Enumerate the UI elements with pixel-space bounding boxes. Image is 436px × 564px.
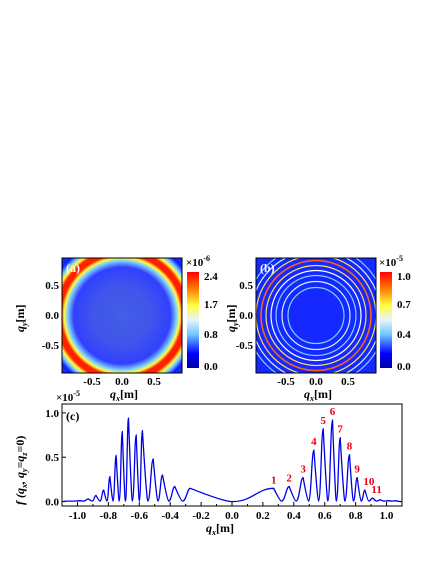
- panel-a-colorbar-tick: 0.8: [204, 329, 218, 341]
- panel-b-colorbar-tick: 0.0: [397, 361, 411, 373]
- panel-a-ytick: 0.0: [45, 310, 59, 322]
- panel-c-peak-label: 2: [286, 472, 292, 484]
- panel-b-colorbar-exponent: ×10-5: [379, 254, 403, 269]
- panel-c-label: (c): [66, 409, 79, 423]
- panel-b-ring: [270, 269, 362, 362]
- panel-c-peak-label: 3: [300, 464, 306, 476]
- panel-c-ytick: 1.0: [45, 408, 59, 420]
- panel-b-ylabel: qy[m]: [224, 304, 240, 332]
- panel-b-colorbar-tick: 0.4: [397, 329, 411, 341]
- panel-a-xtick: 0.0: [115, 376, 129, 388]
- panel-c-peak-label: 5: [320, 415, 326, 427]
- panel-b-rings: [256, 258, 376, 373]
- panel-b-xticks: -0.5 0.0 0.5: [277, 376, 355, 388]
- panel-c: -1.0 -0.8 -0.6 -0.4 -0.2 0.0 0.2 0.4 0.6 0.8 1.0 0.…: [13, 389, 403, 537]
- panel-c-peak-label: 1: [271, 474, 277, 486]
- panel-c-xtick: 0.4: [287, 510, 301, 522]
- panel-a-ylabel: qy[m]: [13, 304, 29, 332]
- panel-c-ytick: 0.5: [45, 452, 59, 464]
- panel-c-xtick: 0.2: [256, 510, 270, 522]
- panel-a-yticks: 0.5 0.0 -0.5: [42, 280, 60, 352]
- panel-c-xtick: 1.0: [380, 510, 394, 522]
- panel-a-xtick: 0.5: [147, 376, 161, 388]
- panel-a-xticks: -0.5 0.0 0.5: [83, 376, 161, 388]
- panel-b-ytick: -0.5: [236, 340, 254, 352]
- panel-a-ytick: 0.5: [45, 280, 59, 292]
- panel-c-peak-label: 10: [363, 476, 375, 488]
- panel-b-xtick: 0.5: [341, 376, 355, 388]
- panel-c-ticks: -1.0 -0.8 -0.6 -0.4 -0.2 0.0 0.2 0.4 0.6 0.8 1.0 0.…: [45, 408, 394, 522]
- panel-a-core: [96, 289, 148, 342]
- panel-c-peak-label: 4: [311, 436, 317, 448]
- panel-c-peak-label: 9: [354, 464, 360, 476]
- panel-b-label: (b): [260, 261, 275, 275]
- panel-a-xlabel: qx[m]: [110, 387, 138, 403]
- panel-a-colorbar-tick: 0.0: [204, 361, 218, 373]
- panel-b-yticks: 0.5 0.0 -0.5: [236, 280, 254, 352]
- panel-c-peak-label: 6: [330, 406, 336, 418]
- panel-c-frame: [61, 403, 403, 507]
- panel-a: (a) -0.5 0.0 0.5 qx[m] 0.5 0.0 -0.5 qy[m…: [13, 254, 218, 403]
- panel-a-colorbar-exponent: ×10-6: [186, 254, 210, 269]
- panel-c-xtick: -1.0: [69, 510, 87, 522]
- panel-c-peak-label: 8: [347, 441, 353, 453]
- panel-c-y-exponent: ×10-5: [56, 389, 80, 404]
- panel-a-colorbar-tick: 1.7: [204, 299, 218, 311]
- panel-a-ytick: -0.5: [42, 340, 60, 352]
- panel-c-xtick: -0.4: [161, 510, 179, 522]
- panel-b-xtick: -0.5: [277, 376, 295, 388]
- panel-a-colorbar-tick: 2.4: [204, 271, 218, 283]
- panel-b-colorbar: [380, 272, 392, 368]
- panel-b-ytick: 0.5: [239, 280, 253, 292]
- panel-b-ring: [281, 280, 351, 351]
- panel-b-ring: [287, 286, 345, 345]
- panel-c-ytick: 0.0: [45, 497, 59, 509]
- panel-b-ytick: 0.0: [239, 310, 253, 322]
- panel-c-ylabel: f (qx, qy=qz=0): [13, 436, 29, 505]
- panel-b-xtick: 0.0: [309, 376, 323, 388]
- panel-c-xtick: -0.8: [100, 510, 118, 522]
- panel-c-xtick: 0.0: [225, 510, 239, 522]
- panel-a-colorbar: [187, 272, 199, 368]
- panel-b-ring: [275, 274, 357, 357]
- panel-c-series-line: [61, 417, 403, 503]
- panel-b-ring: [265, 264, 367, 367]
- panel-c-xtick: -0.2: [192, 510, 210, 522]
- panel-c-xtick: 0.6: [318, 510, 332, 522]
- panel-a-xtick: -0.5: [83, 376, 101, 388]
- panel-c-xtick: -0.6: [131, 510, 149, 522]
- panel-b-colorbar-tick: 0.7: [397, 299, 411, 311]
- panel-c-peak-label: 11: [371, 484, 381, 496]
- panel-b-ring: [260, 259, 372, 372]
- panel-c-xlabel: qx[m]: [206, 521, 234, 537]
- panel-b-xlabel: qx[m]: [304, 387, 332, 403]
- panel-c-xtick: 0.8: [349, 510, 363, 522]
- panel-a-label: (a): [66, 261, 80, 275]
- panel-b: (b) -0.5 0.0 0.5 qx[m] 0.5 0.0 -0.5 qy[m…: [224, 254, 411, 403]
- panel-b-colorbar-tick: 1.0: [397, 271, 411, 283]
- panel-c-peak-label: 7: [337, 424, 343, 436]
